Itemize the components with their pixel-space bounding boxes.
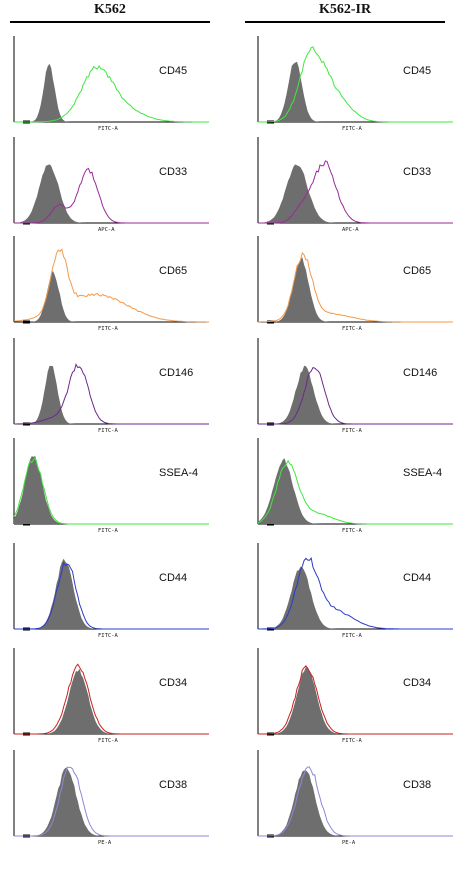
histogram-panel-k562-cd45: CD45 FITC-A xyxy=(13,36,209,132)
column-header-k562: K562 xyxy=(94,2,126,17)
isotype-filled-histogram xyxy=(258,458,453,524)
isotype-filled-histogram xyxy=(258,566,453,629)
histogram-panel-k562-cd34: CD34 FITC-A xyxy=(13,648,209,744)
marker-overlay-histogram xyxy=(258,46,453,123)
marker-label: CD146 xyxy=(403,367,437,379)
column-rule-k562-ir xyxy=(245,21,445,23)
histogram-panel-k562-ir-cd34: CD34 FITC-A xyxy=(257,648,453,744)
marker-overlay-histogram xyxy=(257,459,453,525)
marker-overlay-histogram xyxy=(258,766,453,837)
marker-overlay-histogram xyxy=(14,766,209,837)
isotype-filled-histogram xyxy=(14,63,209,122)
x-axis-label: FITC-A xyxy=(342,126,363,132)
marker-label: CD146 xyxy=(159,367,193,379)
x-axis-label: FITC-A xyxy=(98,326,119,332)
x-axis-label: FITC-A xyxy=(98,126,119,132)
marker-overlay-histogram xyxy=(14,663,209,735)
x-axis-label: FITC-A xyxy=(98,633,119,639)
x-axis-label: FITC-A xyxy=(342,428,363,434)
histogram-panel-k562-ir-cd65: CD65 FITC-A xyxy=(257,236,453,332)
isotype-filled-histogram xyxy=(258,164,453,223)
histogram-panel-k562-ir-cd33: CD33 APC-A xyxy=(257,137,453,233)
marker-overlay-histogram xyxy=(258,160,453,224)
histogram-panel-k562-cd38: CD38 PE-A xyxy=(13,750,209,846)
histogram-panel-k562-ssea-4: SSEA-4 FITC-A xyxy=(13,438,209,534)
marker-overlay-histogram xyxy=(258,556,453,630)
x-axis-label: APC-A xyxy=(342,227,359,233)
histogram-panel-k562-ir-cd45: CD45 FITC-A xyxy=(257,36,453,132)
isotype-filled-histogram xyxy=(258,257,453,322)
isotype-filled-histogram xyxy=(14,271,209,322)
marker-label: SSEA-4 xyxy=(403,467,442,479)
marker-label: CD33 xyxy=(159,166,187,178)
marker-overlay-histogram xyxy=(14,561,209,630)
marker-overlay-histogram xyxy=(14,65,209,123)
marker-overlay-histogram xyxy=(14,167,209,224)
isotype-filled-histogram xyxy=(14,365,209,424)
x-axis-label: PE-A xyxy=(98,840,112,846)
x-axis-label: FITC-A xyxy=(98,428,119,434)
marker-label: CD44 xyxy=(159,572,187,584)
marker-overlay-histogram xyxy=(258,251,453,323)
marker-label: CD45 xyxy=(159,65,187,77)
isotype-filled-histogram xyxy=(258,770,453,836)
x-axis-label: FITC-A xyxy=(342,738,363,744)
x-axis-label: FITC-A xyxy=(98,528,119,534)
column-header-k562-ir: K562-IR xyxy=(318,2,372,17)
histogram-panel-k562-ir-cd146: CD146 FITC-A xyxy=(257,338,453,434)
isotype-filled-histogram xyxy=(258,61,453,122)
isotype-filled-histogram xyxy=(14,456,209,524)
marker-label: SSEA-4 xyxy=(159,467,198,479)
isotype-filled-histogram xyxy=(14,767,209,836)
marker-overlay-histogram xyxy=(14,363,209,425)
x-axis-label: FITC-A xyxy=(342,528,363,534)
marker-label: CD38 xyxy=(403,779,431,791)
marker-label: CD34 xyxy=(403,677,431,689)
histogram-panel-k562-cd44: CD44 FITC-A xyxy=(13,543,209,639)
marker-label: CD65 xyxy=(159,265,187,277)
axis-origin-marker xyxy=(23,320,30,324)
x-axis-label: PE-A xyxy=(342,840,356,846)
marker-overlay-histogram xyxy=(13,248,209,323)
marker-label: CD45 xyxy=(403,65,431,77)
histogram-panel-k562-ir-cd44: CD44 FITC-A xyxy=(257,543,453,639)
marker-overlay-histogram xyxy=(258,367,453,425)
x-axis-label: FITC-A xyxy=(342,633,363,639)
isotype-filled-histogram xyxy=(14,164,209,223)
column-rule-k562 xyxy=(10,21,210,23)
isotype-filled-histogram xyxy=(258,666,453,734)
isotype-filled-histogram xyxy=(14,558,209,629)
isotype-filled-histogram xyxy=(14,668,209,734)
marker-overlay-histogram xyxy=(258,665,453,735)
histogram-panel-k562-cd146: CD146 FITC-A xyxy=(13,338,209,434)
x-axis-label: APC-A xyxy=(98,227,115,233)
x-axis-label: FITC-A xyxy=(342,326,363,332)
histogram-panel-k562-ir-ssea-4: SSEA-4 FITC-A xyxy=(257,438,453,534)
marker-label: CD65 xyxy=(403,265,431,277)
marker-label: CD34 xyxy=(159,677,187,689)
marker-overlay-histogram xyxy=(13,456,209,525)
marker-label: CD33 xyxy=(403,166,431,178)
x-axis-label: FITC-A xyxy=(98,738,119,744)
marker-label: CD38 xyxy=(159,779,187,791)
histogram-panel-k562-ir-cd38: CD38 PE-A xyxy=(257,750,453,846)
marker-label: CD44 xyxy=(403,572,431,584)
histogram-panel-k562-cd33: CD33 APC-A xyxy=(13,137,209,233)
histogram-panel-k562-cd65: CD65 FITC-A xyxy=(13,236,209,332)
